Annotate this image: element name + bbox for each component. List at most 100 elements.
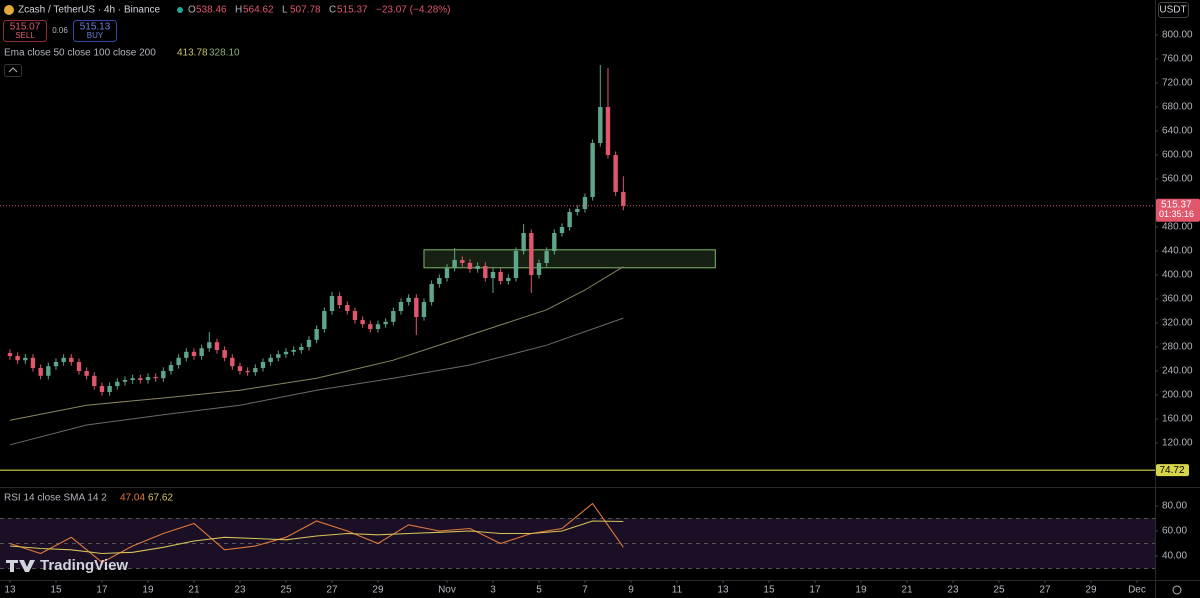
last-price-label: 515.37 bbox=[1161, 199, 1192, 210]
zone bbox=[423, 249, 716, 269]
candle-body bbox=[444, 267, 450, 279]
symbol-title: Zcash / TetherUS · 4h · Binance bbox=[18, 5, 161, 16]
candle-body bbox=[529, 232, 534, 276]
rsi-value: 47.04 bbox=[120, 493, 145, 504]
ohlc-prefix: C bbox=[329, 5, 336, 16]
y-tick-label: 120.00 bbox=[1162, 438, 1193, 449]
candle-body bbox=[452, 260, 457, 268]
series-line bbox=[9, 520, 624, 555]
y-tick-label: 360.00 bbox=[1162, 294, 1193, 305]
collapse-button[interactable] bbox=[4, 64, 22, 77]
ohlc-value: 507.78 bbox=[290, 5, 321, 16]
y-tick-label: 720.00 bbox=[1162, 78, 1193, 89]
indicator-label: Ema close 50 close 100 close 200 bbox=[4, 48, 156, 59]
candle-body bbox=[483, 266, 488, 279]
y-tick-label: 200.00 bbox=[1162, 390, 1193, 401]
candle-body bbox=[153, 377, 158, 379]
ema100-value: 413.78 bbox=[177, 48, 208, 59]
y-tick-label: 60.00 bbox=[1162, 526, 1187, 537]
candle-body bbox=[99, 386, 105, 393]
x-tick-label: 23 bbox=[234, 585, 246, 596]
candle-body bbox=[30, 357, 36, 369]
candle-body bbox=[360, 320, 365, 325]
x-tick-label: 27 bbox=[326, 585, 338, 596]
candle-body bbox=[69, 357, 74, 363]
candle-body bbox=[559, 226, 565, 233]
sell-button[interactable] bbox=[3, 20, 47, 42]
candle-body bbox=[552, 232, 557, 252]
candle-body bbox=[621, 191, 626, 206]
candle-body bbox=[590, 142, 595, 197]
x-tick-label: Nov bbox=[438, 585, 456, 596]
candle-body bbox=[176, 357, 181, 366]
x-tick-label: 9 bbox=[628, 585, 634, 596]
x-tick-label: 7 bbox=[582, 585, 588, 596]
x-tick-label: 3 bbox=[490, 585, 496, 596]
candle-body bbox=[391, 311, 396, 322]
candle-body bbox=[398, 302, 404, 312]
candle-body bbox=[84, 371, 89, 376]
ohlc-value: 515.37 bbox=[337, 5, 368, 16]
candle-body bbox=[567, 211, 572, 227]
candle-body bbox=[291, 350, 296, 352]
buy-button[interactable] bbox=[73, 20, 117, 42]
x-tick-label: 23 bbox=[947, 585, 959, 596]
candle-body bbox=[613, 154, 618, 192]
sell-label: SELL bbox=[15, 31, 35, 40]
candle-body bbox=[53, 362, 59, 367]
candle-body bbox=[352, 311, 358, 321]
series-line bbox=[9, 266, 624, 421]
candle-body bbox=[245, 371, 250, 373]
x-tick-label: 13 bbox=[717, 585, 729, 596]
brand-logo bbox=[6, 560, 35, 572]
x-tick-label: 13 bbox=[4, 585, 16, 596]
y-tick-label: 800.00 bbox=[1162, 30, 1193, 41]
candle-body bbox=[368, 324, 373, 330]
y-tick-label: 160.00 bbox=[1162, 414, 1193, 425]
candle-body bbox=[237, 366, 243, 372]
settings-button[interactable] bbox=[1172, 585, 1182, 595]
change: −23.07 (−4.28%) bbox=[376, 5, 451, 16]
candle-body bbox=[575, 208, 580, 212]
buy-label: BUY bbox=[87, 31, 104, 40]
candle-body bbox=[536, 263, 542, 276]
x-tick-label: Dec bbox=[1128, 585, 1146, 596]
candle-body bbox=[345, 305, 350, 312]
ohlc-value: 564.62 bbox=[243, 5, 274, 16]
series-line bbox=[9, 317, 624, 446]
countdown: 01:35:16 bbox=[1159, 209, 1194, 219]
candle-body bbox=[260, 362, 266, 369]
market-status[interactable] bbox=[177, 7, 183, 13]
candle-body bbox=[92, 375, 97, 387]
candle-body bbox=[276, 354, 281, 358]
x-tick-label: 21 bbox=[901, 585, 913, 596]
candle-body bbox=[582, 196, 588, 209]
x-tick-label: 29 bbox=[372, 585, 384, 596]
y-tick-label: 400.00 bbox=[1162, 270, 1193, 281]
hline-label-bg bbox=[1156, 464, 1189, 477]
x-tick-label: 17 bbox=[96, 585, 108, 596]
x-tick-label: 17 bbox=[809, 585, 821, 596]
x-tick-label: 11 bbox=[672, 585, 683, 596]
candle-body bbox=[184, 351, 189, 358]
candle-body bbox=[107, 386, 112, 393]
y-tick-label: 80.00 bbox=[1162, 501, 1187, 512]
y-tick-label: 560.00 bbox=[1162, 174, 1193, 185]
candle-body bbox=[498, 272, 503, 282]
candle-body bbox=[76, 362, 82, 372]
x-tick-label: 25 bbox=[993, 585, 1005, 596]
sell-price: 515.07 bbox=[10, 22, 41, 33]
candle-body bbox=[605, 106, 611, 155]
x-tick-label: 19 bbox=[855, 585, 867, 596]
candle-body bbox=[230, 357, 235, 367]
currency-button[interactable] bbox=[1158, 2, 1189, 18]
y-tick-label: 680.00 bbox=[1162, 102, 1193, 113]
ema200-value: 328.10 bbox=[209, 48, 240, 59]
x-tick-label: 19 bbox=[142, 585, 154, 596]
candle-body bbox=[322, 311, 327, 330]
ohlc-prefix: O bbox=[188, 5, 196, 16]
candle-body bbox=[168, 365, 174, 372]
candle-body bbox=[7, 353, 13, 357]
y-tick-label: 760.00 bbox=[1162, 54, 1193, 65]
